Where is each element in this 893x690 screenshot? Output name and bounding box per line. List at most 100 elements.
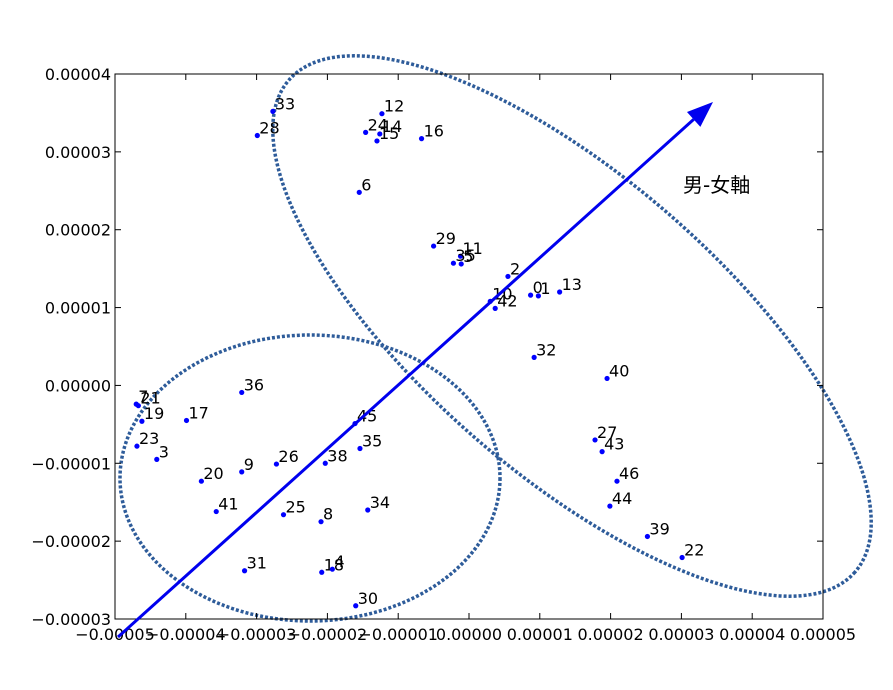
data-point-label: 35 — [455, 246, 475, 265]
data-point — [363, 129, 369, 135]
data-point-label: 17 — [189, 403, 209, 422]
data-point-label: 8 — [323, 505, 333, 524]
data-point-label: 45 — [357, 407, 377, 426]
data-point — [154, 456, 160, 462]
data-point — [356, 189, 362, 195]
data-point — [379, 111, 385, 117]
data-point-label: 11 — [463, 239, 483, 258]
x-axis: −0.00005−0.00004−0.00003−0.00002−0.00001… — [75, 74, 856, 644]
data-point-label: 36 — [244, 375, 264, 394]
data-point-label: 15 — [379, 124, 399, 143]
data-point — [492, 305, 498, 311]
data-point-label: 41 — [218, 495, 238, 514]
data-point-label: 24 — [368, 115, 388, 134]
data-point — [557, 289, 563, 295]
data-point — [535, 293, 541, 299]
cluster-ellipses — [118, 54, 873, 623]
data-point-label: 25 — [286, 498, 306, 517]
x-tick-label: 0.00000 — [436, 625, 502, 644]
data-point-label: 28 — [259, 119, 279, 138]
data-point — [599, 449, 605, 455]
data-point-label: 1 — [540, 279, 550, 298]
y-tick-label: 0.00004 — [45, 65, 111, 84]
data-point — [239, 469, 245, 475]
data-point — [239, 389, 245, 396]
arrow-head — [686, 102, 713, 127]
data-point — [319, 569, 325, 575]
data-point — [505, 273, 511, 280]
gender-axis-arrow — [116, 102, 713, 639]
data-point — [254, 132, 260, 139]
data-point-label: 13 — [562, 275, 582, 294]
data-point-label: 43 — [604, 435, 624, 454]
data-point — [270, 108, 276, 114]
data-point-label: 42 — [497, 291, 517, 310]
data-point — [458, 261, 464, 267]
data-point-label: 21 — [140, 389, 160, 408]
data-point-label: 33 — [275, 94, 295, 113]
data-point-label: 0 — [533, 278, 543, 297]
data-point-label: 38 — [327, 446, 347, 465]
data-point — [139, 418, 145, 424]
data-point-label: 14 — [382, 117, 402, 136]
arrow-shaft — [116, 118, 695, 639]
x-tick-label: 0.00004 — [719, 625, 785, 644]
data-point — [280, 512, 287, 518]
x-tick-label: 0.00003 — [648, 625, 714, 644]
data-point-label: 7 — [138, 387, 148, 406]
data-point-label: 30 — [358, 589, 378, 608]
data-point-label: 18 — [324, 555, 344, 574]
y-tick-label: −0.00002 — [31, 532, 111, 551]
data-point — [450, 260, 457, 266]
data-point — [418, 136, 425, 142]
x-tick-label: 0.00001 — [507, 625, 573, 644]
x-tick-label: −0.00002 — [288, 625, 368, 644]
data-point-label: 4 — [334, 552, 344, 571]
data-point — [644, 533, 651, 540]
x-tick-label: −0.00004 — [146, 625, 226, 644]
data-point — [357, 445, 363, 452]
y-tick-label: 0.00002 — [45, 221, 111, 240]
x-tick-label: 0.00002 — [578, 625, 644, 644]
data-point — [614, 478, 620, 484]
data-point — [322, 460, 328, 466]
data-point — [604, 375, 610, 382]
data-point-label: 34 — [370, 493, 390, 512]
data-point — [374, 138, 380, 144]
data-point — [329, 566, 335, 572]
data-point-label: 29 — [436, 229, 456, 248]
y-axis: −0.00003 −0.00002 −0.00001 0.00000 0.00001 0.… — [31, 65, 823, 629]
data-point — [213, 508, 219, 515]
data-point — [431, 243, 437, 249]
data-point-label: 6 — [361, 175, 371, 194]
data-point — [377, 131, 383, 137]
data-point-label: 22 — [684, 540, 704, 559]
data-point — [457, 253, 464, 259]
data-point-label: 27 — [597, 423, 617, 442]
y-tick-label: −0.00003 — [31, 610, 111, 629]
data-point — [607, 503, 613, 509]
plot-area-frame — [114, 73, 824, 620]
y-tick-label: 0.00001 — [45, 299, 111, 318]
data-point — [592, 437, 598, 443]
x-tick-label: −0.00003 — [217, 625, 297, 644]
data-point-label: 5 — [463, 247, 473, 266]
data-point-label: 44 — [612, 489, 632, 508]
data-point — [198, 478, 204, 484]
data-point — [134, 443, 140, 449]
axis-annotation: 男-女軸 — [683, 173, 750, 197]
data-point-label: 12 — [384, 97, 404, 116]
data-point-label: 20 — [203, 464, 223, 483]
data-point — [318, 519, 324, 525]
data-point — [527, 292, 534, 298]
data-point — [273, 461, 280, 467]
data-point — [365, 507, 371, 513]
data-point-label: 40 — [609, 361, 629, 380]
x-tick-label: −0.00001 — [358, 625, 438, 644]
x-tick-label: −0.00005 — [75, 625, 155, 644]
data-point-label: 46 — [619, 464, 639, 483]
data-point — [135, 403, 141, 409]
data-point — [353, 603, 359, 609]
